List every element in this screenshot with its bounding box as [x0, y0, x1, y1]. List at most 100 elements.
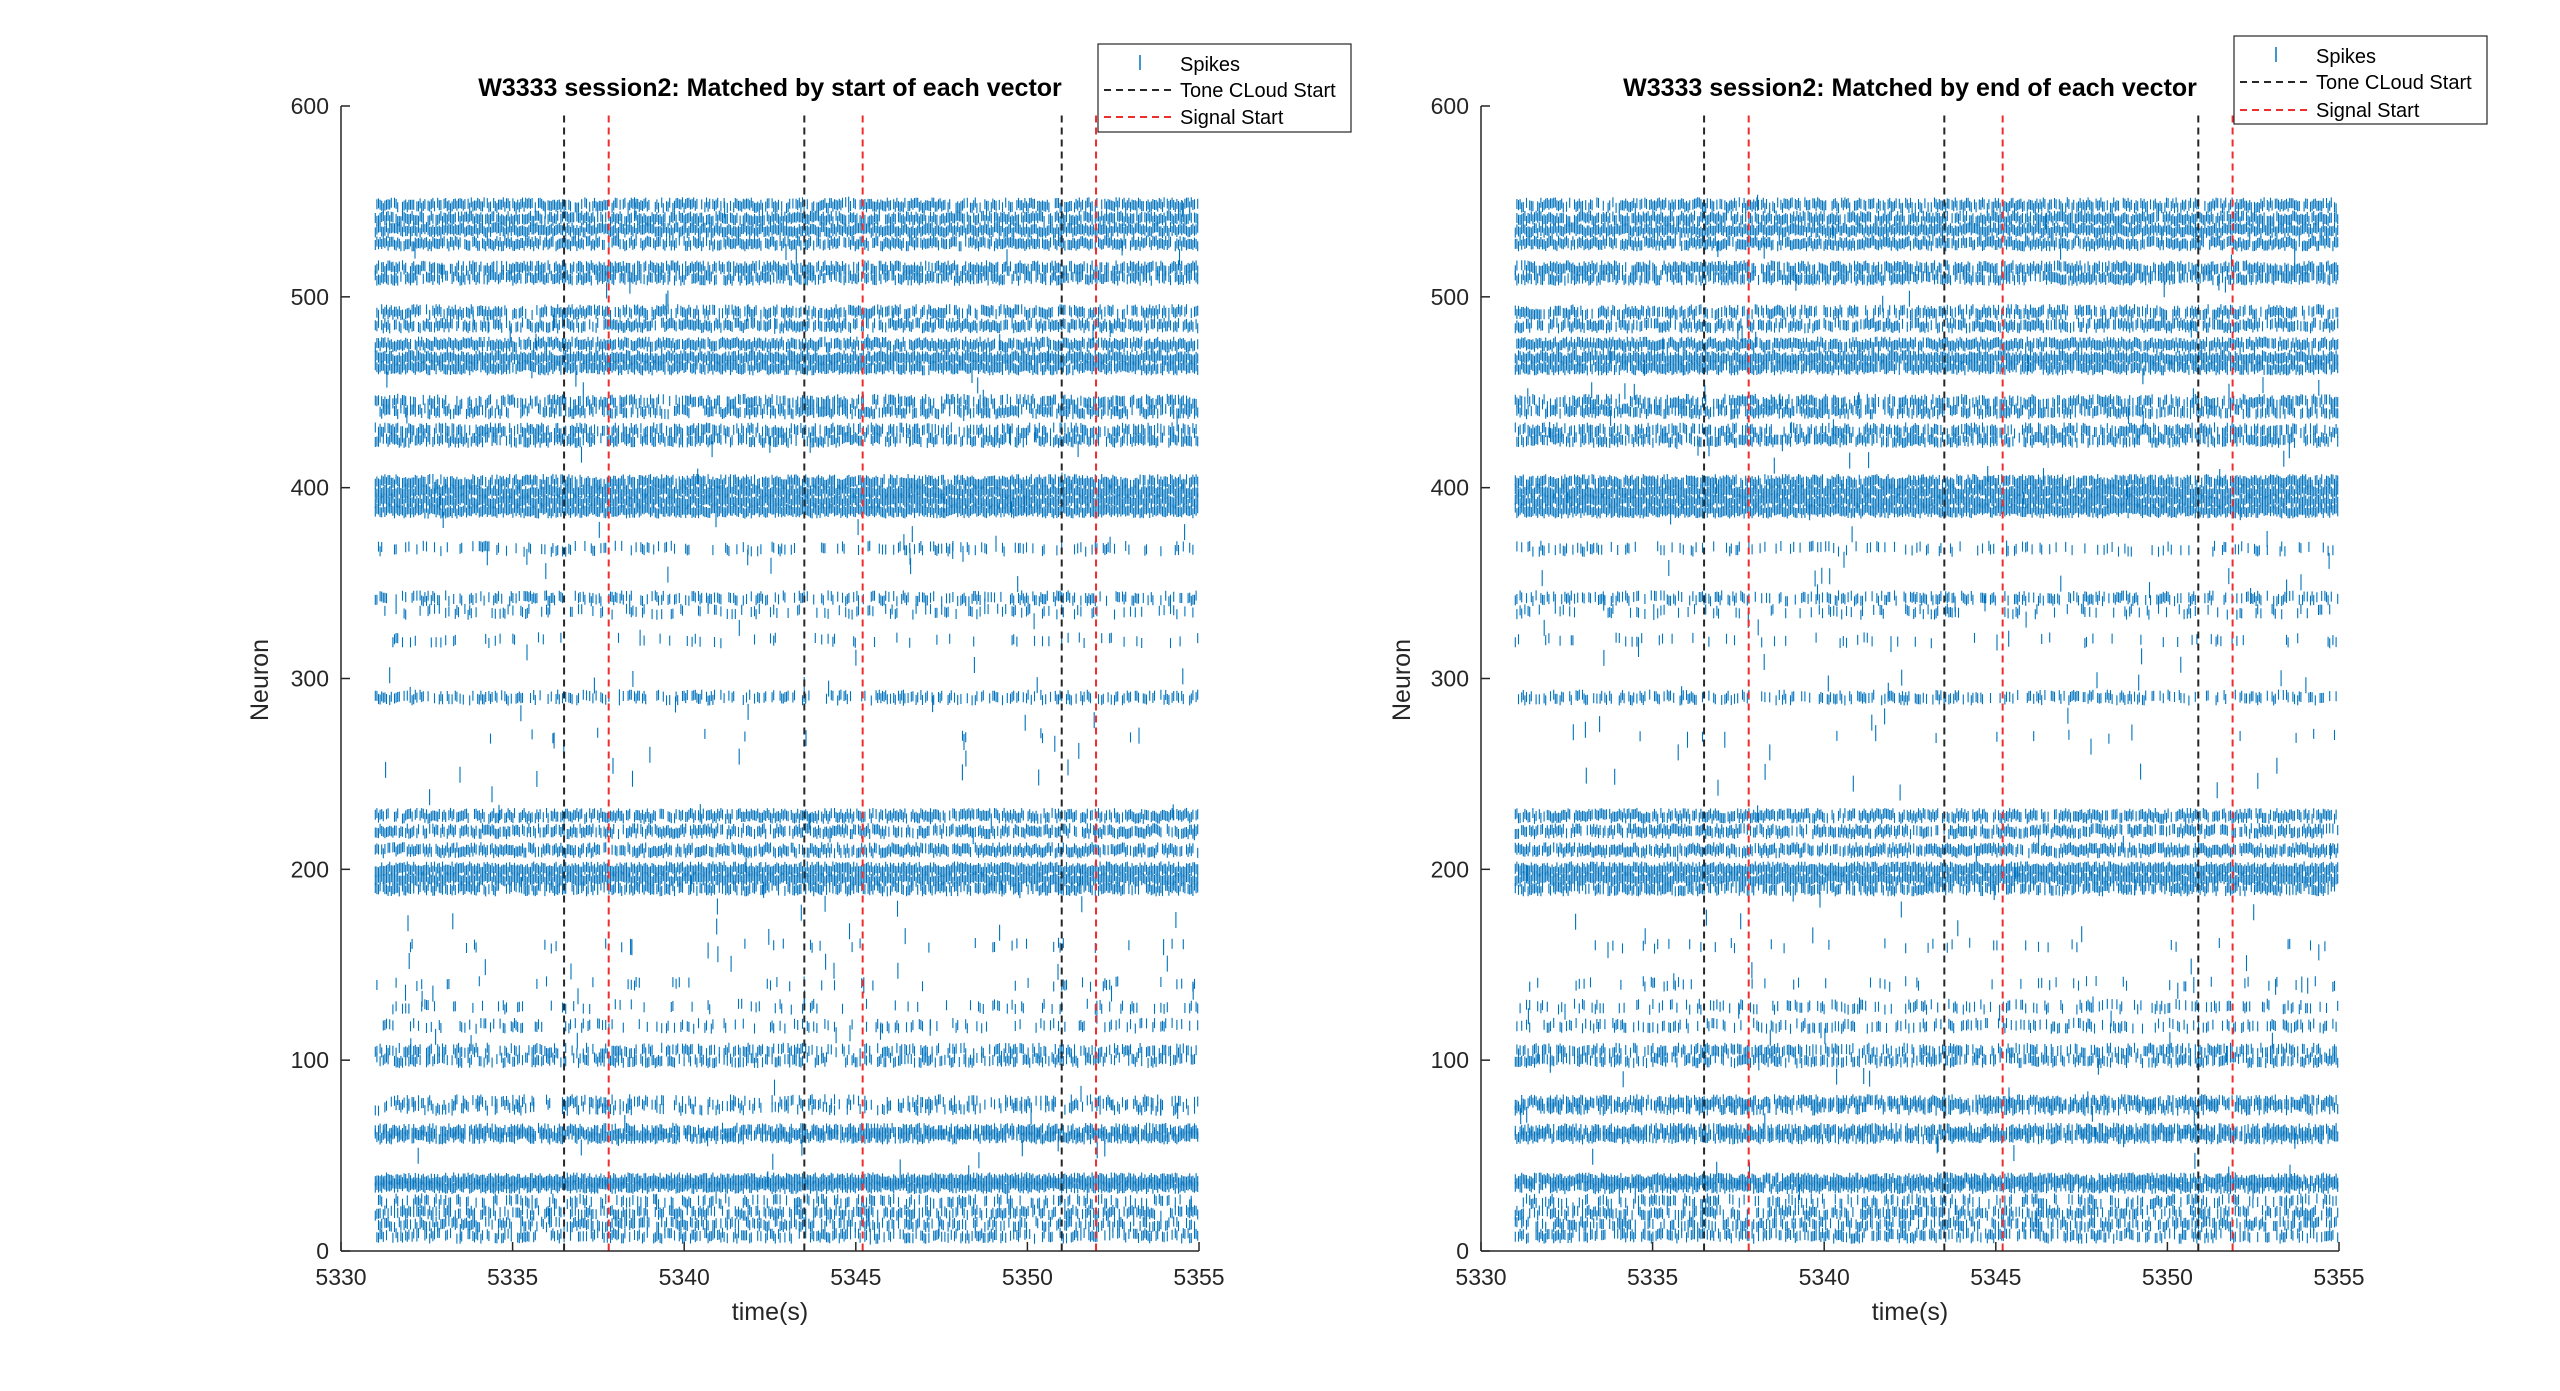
spike-row [1514, 1094, 2337, 1111]
panel-left: 5330 5335 5340 5345 5350 5355 0 100 200 300 400 500… [246, 43, 1352, 1326]
x-tick-label: 5335 [1627, 1264, 1678, 1290]
spike-row [1514, 861, 2339, 878]
x-tick-label: 5350 [2142, 1264, 2193, 1290]
spike-row [1514, 1227, 2339, 1244]
spike-row [1514, 842, 2339, 859]
spike-row [374, 842, 1199, 859]
spike-row [1514, 880, 2336, 897]
spike-row [1594, 937, 2326, 954]
x-axis-label-right: time(s) [1872, 1298, 1948, 1326]
legend-right: Spikes Tone CLoud Start Signal Start [2233, 35, 2488, 125]
y-tick-label: 300 [1431, 666, 1469, 692]
x-tick-label: 5345 [830, 1264, 881, 1290]
spike-row [1514, 422, 2339, 439]
spike-row [1516, 1042, 2337, 1059]
spike-row [374, 359, 1199, 376]
y-axis-label-right: Neuron [1388, 639, 1416, 721]
y-tick-label: 100 [291, 1047, 329, 1073]
spike-row [374, 807, 1199, 824]
spike-row [374, 349, 1199, 366]
spike-row [376, 976, 1196, 992]
legend-signal-label-left: Signal Start [1180, 107, 1284, 129]
y-tick-label: 0 [1456, 1238, 1469, 1264]
panel-right: 5330 5335 5340 5345 5350 5355 0 100 200 300 400 500… [1388, 35, 2488, 1326]
y-tick-label: 400 [1431, 475, 1469, 501]
spike-row [374, 235, 1199, 252]
event-lines-left [563, 115, 1098, 1251]
event-lines-right [1703, 115, 2234, 1251]
spike-row [1514, 632, 2337, 649]
y-tick-label: 500 [291, 284, 329, 310]
spike-row [376, 304, 1199, 321]
spike-row [1514, 807, 2337, 824]
spike-row [1522, 1193, 2337, 1210]
spike-scatter [385, 196, 1195, 1245]
spike-row [1529, 976, 2336, 992]
spike-row [1514, 260, 2339, 277]
spike-row [1514, 1052, 2339, 1069]
spike-scatter [1520, 194, 2337, 1228]
spike-row [374, 1204, 1199, 1221]
spike-row [374, 861, 1199, 878]
spike-row [1514, 222, 2339, 238]
y-tick-label: 0 [316, 1238, 329, 1264]
spike-row [1514, 393, 2339, 410]
spike-row [374, 590, 1197, 607]
spike-row [1516, 210, 2339, 227]
spike-row [1514, 483, 2339, 500]
spike-row [382, 1017, 1199, 1034]
spike-row [374, 317, 1199, 334]
spike-row [1514, 235, 2339, 252]
spike-row [1514, 823, 2339, 840]
spike-row [409, 937, 1184, 954]
legend-tone-label-right: Tone CLoud Start [2316, 72, 2472, 94]
spike-row [1516, 603, 2331, 620]
spike-row [1516, 540, 2334, 557]
spike-row [374, 260, 1199, 277]
spike-row [390, 1094, 1199, 1111]
spike-row [374, 493, 1199, 509]
legend-tone-label-left: Tone CLoud Start [1180, 80, 1336, 102]
y-tick-label: 600 [291, 93, 329, 119]
spike-row [1514, 1172, 2339, 1189]
x-tick-label: 5350 [1002, 1264, 1053, 1290]
spike-row [374, 1042, 1197, 1059]
y-tick-label: 400 [291, 475, 329, 501]
x-tick-label: 5340 [659, 1264, 710, 1290]
spike-row [1514, 317, 2339, 334]
spike-row [1516, 197, 2337, 214]
spike-row [374, 336, 1199, 353]
spike-raster-left [374, 196, 1199, 1245]
spike-row [377, 1193, 1192, 1210]
y-tick-label: 500 [1431, 284, 1469, 310]
spike-row [489, 727, 1132, 744]
spike-row [1514, 502, 2339, 519]
spike-row [384, 603, 1194, 620]
y-tick-label: 200 [291, 856, 329, 882]
spike-row [1514, 1216, 2337, 1233]
y-tick-label: 200 [1431, 856, 1469, 882]
spike-row [1514, 304, 2339, 321]
spike-row [1514, 493, 2339, 509]
spike-row [376, 1052, 1196, 1069]
spike-row [374, 823, 1199, 840]
spike-row [374, 502, 1199, 519]
spike-row [392, 632, 1199, 649]
spike-row [1514, 474, 2339, 490]
spike-row [374, 1122, 1199, 1139]
spike-row [1514, 1204, 2339, 1221]
x-tick-label: 5345 [1970, 1264, 2021, 1290]
spike-row [377, 1216, 1196, 1233]
axes-right: 5330 5335 5340 5345 5350 5355 0 100 200 300 400 500… [1431, 93, 2365, 1290]
axes-left: 5330 5335 5340 5345 5350 5355 0 100 200 300 400 500… [291, 93, 1225, 1290]
x-axis-label-left: time(s) [732, 1298, 808, 1326]
spike-row [1519, 998, 2339, 1015]
x-tick-label: 5330 [1455, 1264, 1506, 1290]
y-tick-label: 300 [291, 666, 329, 692]
spike-row [1516, 336, 2339, 353]
spike-row [374, 1172, 1199, 1189]
spike-row [1639, 728, 2336, 744]
legend-left: Spikes Tone CLoud Start Signal Start [1097, 43, 1352, 133]
spike-row [376, 1227, 1199, 1244]
